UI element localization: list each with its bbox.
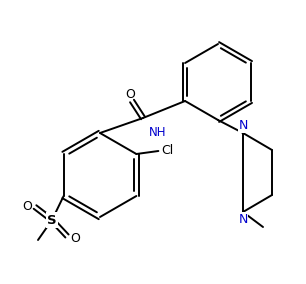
Text: Cl: Cl [161, 145, 174, 158]
Text: O: O [22, 199, 32, 212]
Text: N: N [238, 213, 248, 226]
Text: O: O [125, 87, 135, 101]
Text: O: O [70, 231, 80, 245]
Text: NH: NH [149, 126, 167, 139]
Text: S: S [47, 214, 57, 227]
Text: N: N [238, 119, 248, 132]
